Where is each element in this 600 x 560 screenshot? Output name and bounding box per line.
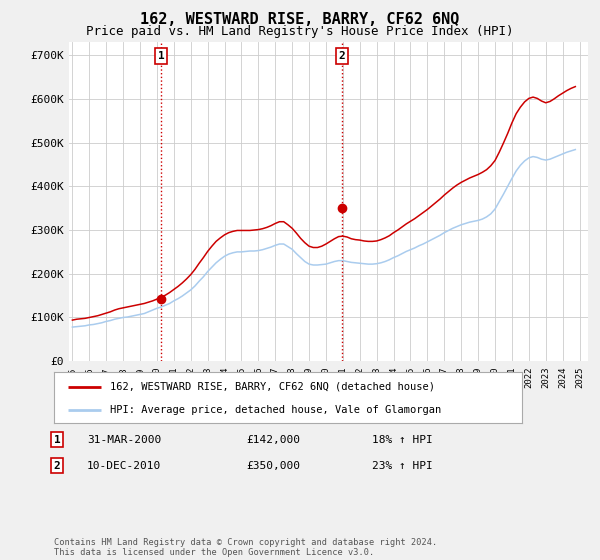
Text: 162, WESTWARD RISE, BARRY, CF62 6NQ: 162, WESTWARD RISE, BARRY, CF62 6NQ	[140, 12, 460, 27]
Text: 31-MAR-2000: 31-MAR-2000	[87, 435, 161, 445]
Text: 2: 2	[53, 461, 61, 471]
Text: £142,000: £142,000	[246, 435, 300, 445]
Text: 23% ↑ HPI: 23% ↑ HPI	[372, 461, 433, 471]
Text: Price paid vs. HM Land Registry's House Price Index (HPI): Price paid vs. HM Land Registry's House …	[86, 25, 514, 38]
Text: 2: 2	[338, 51, 346, 61]
Text: HPI: Average price, detached house, Vale of Glamorgan: HPI: Average price, detached house, Vale…	[110, 405, 442, 415]
Text: 162, WESTWARD RISE, BARRY, CF62 6NQ (detached house): 162, WESTWARD RISE, BARRY, CF62 6NQ (det…	[110, 381, 435, 391]
Text: 1: 1	[53, 435, 61, 445]
Text: Contains HM Land Registry data © Crown copyright and database right 2024.
This d: Contains HM Land Registry data © Crown c…	[54, 538, 437, 557]
Text: 1: 1	[158, 51, 164, 61]
Text: £350,000: £350,000	[246, 461, 300, 471]
Text: 10-DEC-2010: 10-DEC-2010	[87, 461, 161, 471]
Text: 18% ↑ HPI: 18% ↑ HPI	[372, 435, 433, 445]
